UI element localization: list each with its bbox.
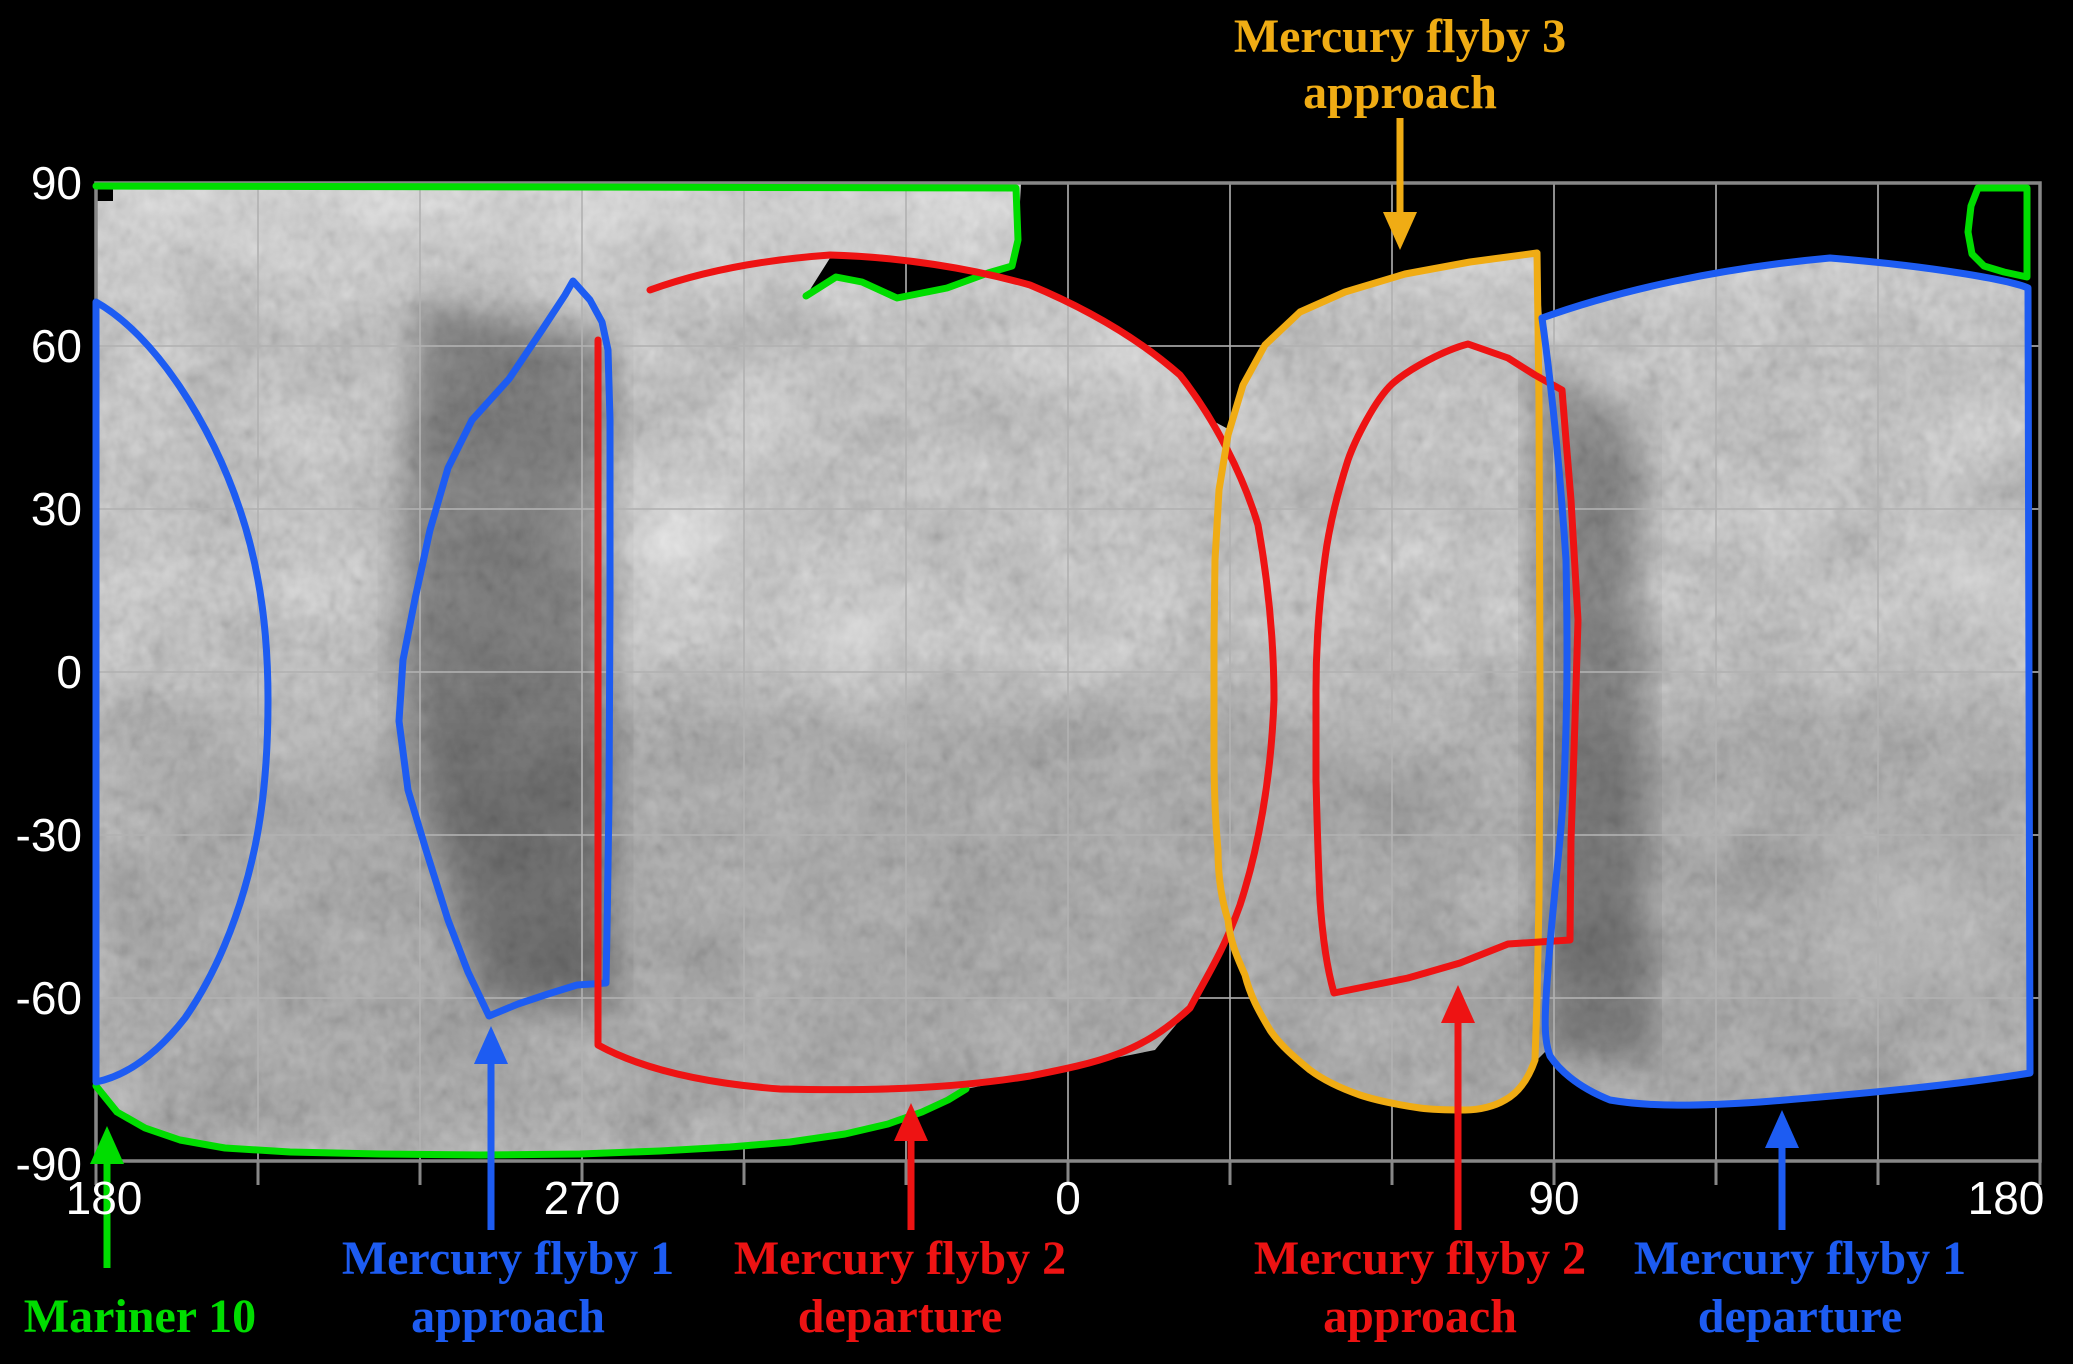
nodata-bottom [96,935,2030,1161]
label-flyby2a-line2: approach [1323,1290,1517,1343]
label-flyby2d-line2: departure [798,1290,1002,1343]
axis-ticks [94,1161,2042,1185]
label-flyby2a-line1: Mercury flyby 2 [1254,1232,1586,1285]
lon-tick-0: 0 [1055,1172,1081,1224]
lat-tick-0: 0 [56,646,82,698]
lon-tick-180e: 180 [1968,1172,2045,1224]
arrow-mariner10-head [90,1126,124,1164]
lat-tick-90: 90 [31,157,82,209]
label-flyby1a-line1: Mercury flyby 1 [342,1232,674,1285]
label-flyby1d-line2: departure [1698,1290,1902,1343]
label-flyby3-line1: Mercury flyby 3 [1234,10,1566,63]
lat-tick-30: 30 [31,483,82,535]
lat-tick--60: -60 [16,972,82,1024]
label-flyby1d-line1: Mercury flyby 1 [1634,1232,1966,1285]
flyby1-departure-outline [1538,254,2034,1109]
lon-tick-270: 270 [544,1172,621,1224]
mariner10-north-edge [92,182,1022,302]
lat-tick--30: -30 [16,809,82,861]
bright-ray-spot [748,542,968,722]
longitude-axis: 180 270 0 90 180 [66,1172,2045,1224]
label-mariner10: Mariner 10 [24,1290,256,1343]
flyby1-approach-west-lens [92,298,272,1086]
latitude-axis: 90 60 30 0 -30 -60 -90 [16,157,82,1190]
flyby1-approach-arch [395,277,614,1020]
lat-tick-60: 60 [31,320,82,372]
nodata-top-right [1537,183,2040,1161]
arrow-flyby2-departure-head [894,1103,928,1141]
lon-tick-180w: 180 [66,1172,143,1224]
label-flyby1a-line2: approach [411,1290,605,1343]
flyby3-approach-outline [1210,249,1544,1114]
lon-tick-90: 90 [1528,1172,1579,1224]
callout-labels: Mercury flyby 3 approach Mariner 10 Merc… [24,10,1966,1343]
mariner10-south-edge [92,1082,970,1159]
bright-ray-spot [1855,485,2040,665]
arrow-flyby3-approach-head [1383,212,1417,250]
flyby2-departure-outline [594,251,1278,1094]
arrow-flyby2-approach-head [1441,985,1475,1023]
label-flyby3-line2: approach [1303,66,1497,119]
mariner10-northeast-patch [1964,184,2031,281]
arrow-flyby1-departure-head [1765,1110,1799,1148]
label-flyby2d-line1: Mercury flyby 2 [734,1232,1066,1285]
flyby2-approach-outline [1312,340,1582,997]
lat-tick--90: -90 [16,1138,82,1190]
nodata-top-center-wedge [806,183,1537,430]
arrow-flyby1-approach-head [474,1026,508,1064]
